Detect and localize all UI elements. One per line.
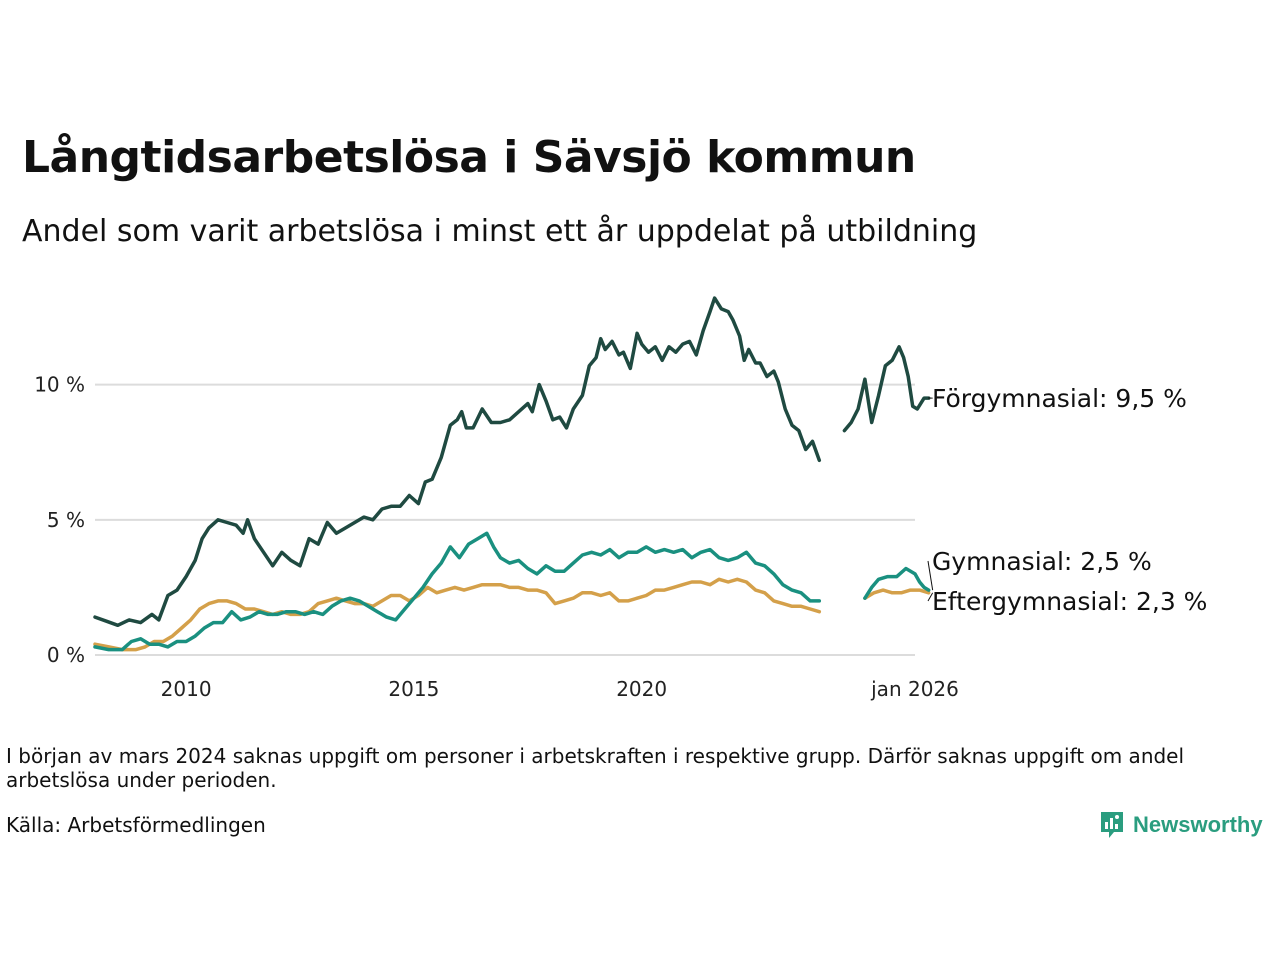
chart-title: Långtidsarbetslösa i Sävsjö kommun [22,132,916,183]
source-note: Källa: Arbetsförmedlingen [6,813,266,837]
y-tick-label: 0 % [47,643,85,667]
series-label-gymnasial: Gymnasial: 2,5 % [932,547,1152,576]
series-lines [93,296,931,652]
brand-name: Newsworthy [1133,812,1263,837]
series-line-gymnasial [863,566,931,600]
footnote: I början av mars 2024 saknas uppgift om … [6,744,1185,792]
series-line-förgymnasial [93,296,822,628]
series-label-förgymnasial: Förgymnasial: 9,5 % [932,384,1187,413]
y-axis: 0 % 5 % 10 % [34,373,85,667]
x-tick-label: jan 2026 [870,677,959,701]
x-tick-label: 2020 [616,677,667,701]
chart-subtitle: Andel som varit arbetslösa i minst ett å… [22,214,978,249]
y-tick-label: 10 % [34,373,85,397]
series-line-gymnasial [93,531,822,652]
label-leader-line [927,592,934,602]
line-chart: 0 % 5 % 10 % 2010 2015 2020 jan 2026 Förgymna… [34,296,1207,701]
newsworthy-logo[interactable]: Newsworthy [1099,810,1263,840]
newsworthy-icon [1101,812,1123,838]
label-leader-line [927,560,934,591]
series-labels: Förgymnasial: 9,5 % Gymnasial: 2,5 % Efter… [927,384,1207,616]
series-line-eftergymnasial [93,577,822,652]
x-tick-label: 2015 [388,677,439,701]
series-label-eftergymnasial: Eftergymnasial: 2,3 % [932,587,1207,616]
series-line-förgymnasial [842,345,931,433]
x-tick-label: 2010 [161,677,212,701]
series-line-eftergymnasial [863,588,931,600]
y-tick-label: 5 % [47,508,85,532]
x-axis: 2010 2015 2020 jan 2026 [161,677,959,701]
